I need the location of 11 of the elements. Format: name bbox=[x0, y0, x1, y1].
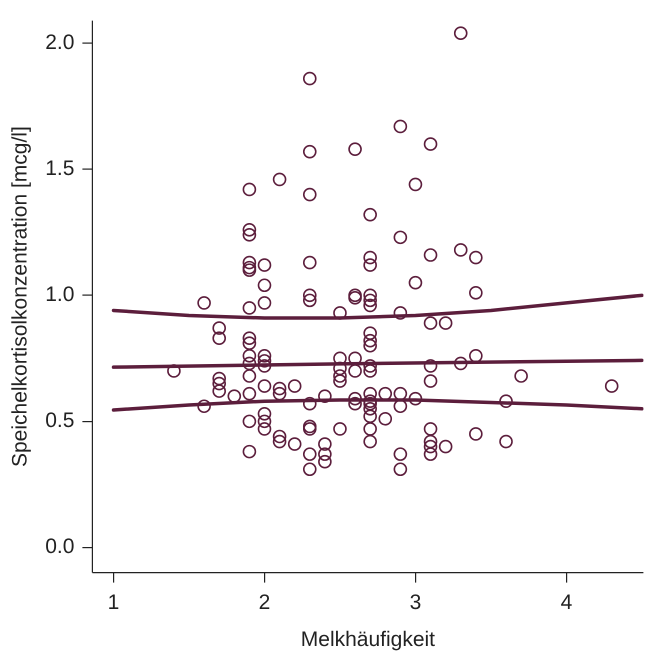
x-tick-label: 4 bbox=[560, 590, 573, 614]
y-tick-label: 2.0 bbox=[45, 31, 74, 54]
y-tick-label: 1.5 bbox=[45, 157, 74, 180]
x-axis-title: Melkhäufigkeit bbox=[300, 628, 436, 652]
y-tick-label: 1.0 bbox=[45, 283, 74, 306]
x-tick-label: 3 bbox=[410, 590, 422, 614]
y-axis-title: Speichelkortisolkonzentration [mcg/l] bbox=[8, 126, 32, 468]
y-tick-label: 0.0 bbox=[45, 535, 74, 558]
x-tick-label: 2 bbox=[258, 590, 270, 614]
x-tick-label: 1 bbox=[108, 590, 120, 614]
y-tick-label: 0.5 bbox=[45, 409, 74, 432]
